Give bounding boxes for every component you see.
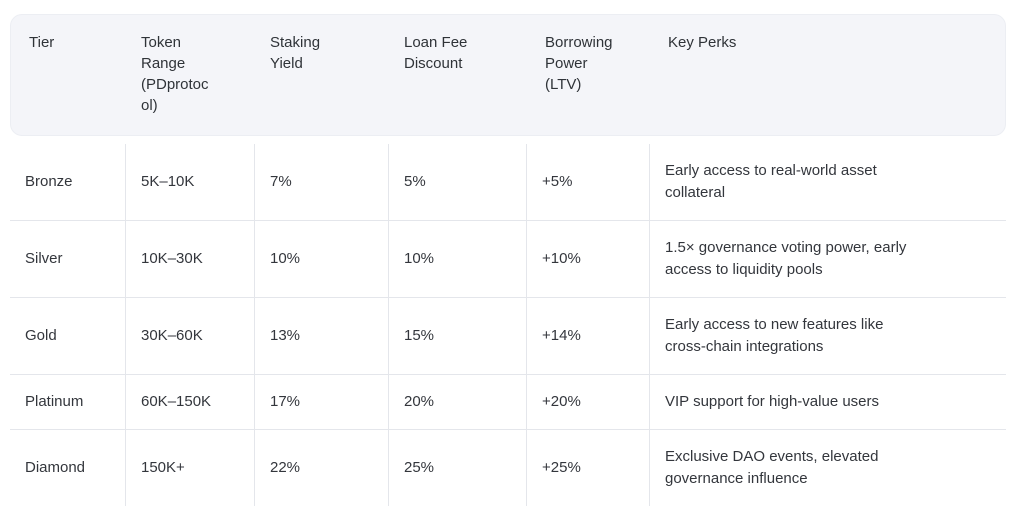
cell-staking-yield: 17% (254, 375, 388, 429)
token-range-value: 150K+ (141, 459, 185, 476)
cell-loan-fee-discount: 5% (388, 144, 526, 220)
key-perks-value: Early access to new features like cross-… (665, 316, 884, 355)
borrowing-power-value: +20% (542, 393, 581, 410)
cell-loan-fee-discount: 25% (388, 430, 526, 506)
tier-value: Gold (25, 327, 57, 344)
table-row-diamond: Diamond 150K+ 22% 25% +25% Exclusive DAO… (10, 429, 1006, 506)
cell-token-range: 30K–60K (125, 298, 254, 374)
cell-token-range: 60K–150K (125, 375, 254, 429)
cell-staking-yield: 22% (254, 430, 388, 506)
staking-yield-value: 7% (270, 173, 292, 190)
column-header-label: Tier (29, 34, 55, 51)
column-header-label: Borrowing Power (LTV) (545, 34, 613, 93)
cell-token-range: 10K–30K (125, 221, 254, 297)
cell-staking-yield: 13% (254, 298, 388, 374)
cell-tier: Platinum (10, 375, 125, 429)
key-perks-value: 1.5× governance voting power, early acce… (665, 239, 907, 278)
staking-yield-value: 17% (270, 393, 301, 410)
cell-key-perks: 1.5× governance voting power, early acce… (649, 221, 1006, 297)
token-range-value: 60K–150K (141, 393, 212, 410)
table-row-bronze: Bronze 5K–10K 7% 5% +5% Early access to … (10, 144, 1006, 220)
cell-borrowing-power: +5% (526, 144, 649, 220)
loan-fee-discount-value: 15% (404, 327, 435, 344)
key-perks-value: VIP support for high-value users (665, 393, 880, 410)
cell-token-range: 5K–10K (125, 144, 254, 220)
key-perks-value: Early access to real-world asset collate… (665, 162, 877, 201)
column-header-staking-yield: Staking Yield (255, 15, 389, 135)
cell-tier: Gold (10, 298, 125, 374)
table-header-row: Tier Token Range (PDprotocol) Staking Yi… (10, 14, 1006, 136)
cell-borrowing-power: +10% (526, 221, 649, 297)
staking-yield-value: 22% (270, 459, 301, 476)
staking-yield-value: 10% (270, 250, 301, 267)
tier-value: Silver (25, 250, 63, 267)
cell-tier: Diamond (10, 430, 125, 506)
table-row-gold: Gold 30K–60K 13% 15% +14% Early access t… (10, 297, 1006, 374)
cell-loan-fee-discount: 15% (388, 298, 526, 374)
column-header-label: Staking Yield (270, 34, 321, 72)
cell-key-perks: Early access to new features like cross-… (649, 298, 1006, 374)
table-body: Bronze 5K–10K 7% 5% +5% Early access to … (10, 144, 1006, 506)
borrowing-power-value: +10% (542, 250, 581, 267)
column-header-label: Key Perks (668, 34, 737, 51)
column-header-token-range: Token Range (PDprotocol) (126, 15, 255, 135)
column-header-loan-fee-discount: Loan Fee Discount (389, 15, 527, 135)
cell-loan-fee-discount: 10% (388, 221, 526, 297)
cell-loan-fee-discount: 20% (388, 375, 526, 429)
cell-key-perks: Early access to real-world asset collate… (649, 144, 1006, 220)
token-range-value: 10K–30K (141, 250, 203, 267)
cell-key-perks: VIP support for high-value users (649, 375, 1006, 429)
loan-fee-discount-value: 20% (404, 393, 435, 410)
cell-borrowing-power: +20% (526, 375, 649, 429)
cell-borrowing-power: +25% (526, 430, 649, 506)
cell-borrowing-power: +14% (526, 298, 649, 374)
token-range-value: 5K–10K (141, 173, 195, 190)
table-row-platinum: Platinum 60K–150K 17% 20% +20% VIP suppo… (10, 374, 1006, 429)
column-header-borrowing-power: Borrowing Power (LTV) (527, 15, 650, 135)
borrowing-power-value: +14% (542, 327, 581, 344)
cell-key-perks: Exclusive DAO events, elevated governanc… (649, 430, 1006, 506)
loan-fee-discount-value: 25% (404, 459, 435, 476)
column-header-tier: Tier (11, 15, 126, 135)
key-perks-value: Exclusive DAO events, elevated governanc… (665, 448, 879, 487)
tier-benefits-table: Tier Token Range (PDprotocol) Staking Yi… (10, 14, 1006, 506)
table-row-silver: Silver 10K–30K 10% 10% +10% 1.5× governa… (10, 220, 1006, 297)
cell-staking-yield: 7% (254, 144, 388, 220)
cell-tier: Bronze (10, 144, 125, 220)
cell-token-range: 150K+ (125, 430, 254, 506)
column-header-label: Token Range (PDprotocol) (141, 34, 209, 114)
cell-tier: Silver (10, 221, 125, 297)
borrowing-power-value: +5% (542, 173, 573, 190)
tier-value: Bronze (25, 173, 73, 190)
tier-value: Platinum (25, 393, 84, 410)
loan-fee-discount-value: 5% (404, 173, 426, 190)
token-range-value: 30K–60K (141, 327, 203, 344)
column-header-key-perks: Key Perks (650, 15, 1005, 135)
staking-yield-value: 13% (270, 327, 301, 344)
cell-staking-yield: 10% (254, 221, 388, 297)
tier-value: Diamond (25, 459, 86, 476)
loan-fee-discount-value: 10% (404, 250, 435, 267)
borrowing-power-value: +25% (542, 459, 581, 476)
column-header-label: Loan Fee Discount (404, 34, 468, 72)
